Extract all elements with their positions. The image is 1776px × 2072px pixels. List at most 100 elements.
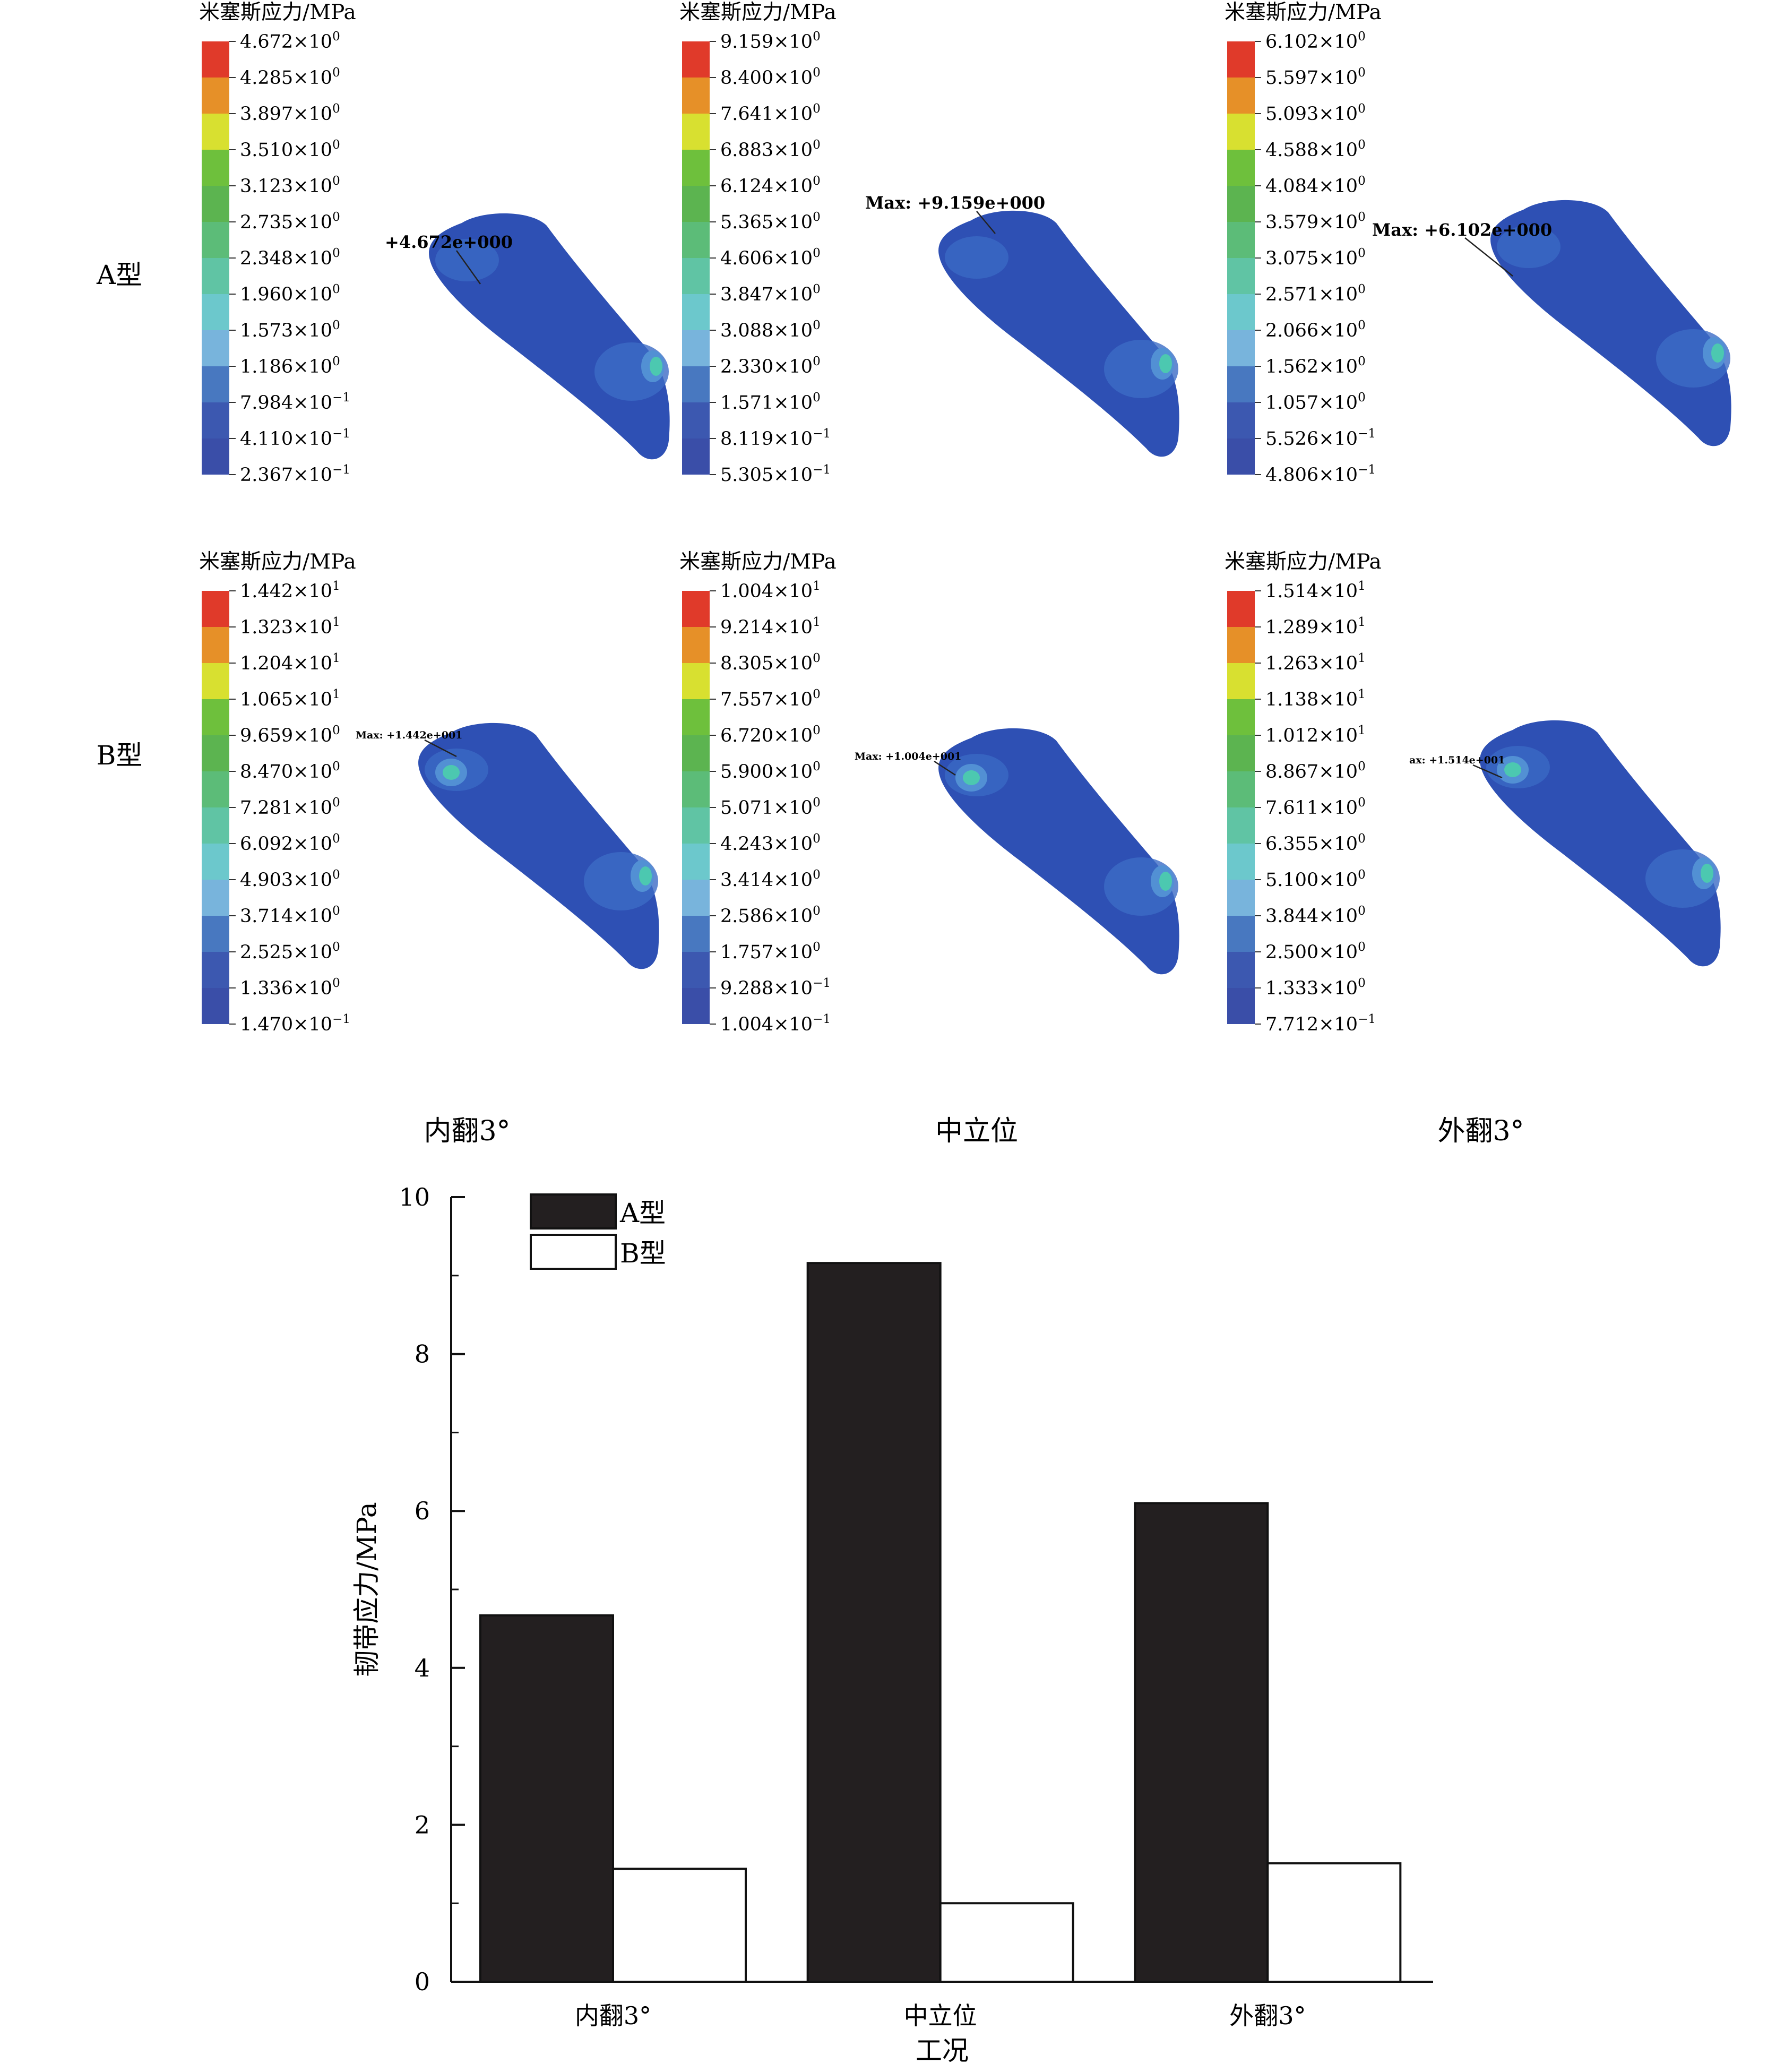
max-annotation: Max: +1.004e+001 bbox=[855, 751, 961, 762]
colorbar-title: 米塞斯应力/MPa bbox=[679, 550, 837, 574]
mesh-zone bbox=[945, 236, 1008, 279]
y-tick-label: 10 bbox=[399, 1183, 430, 1211]
condition-label: 外翻3° bbox=[1437, 1115, 1524, 1147]
colorbar-swatch bbox=[682, 222, 710, 258]
colorbar-swatch bbox=[1227, 916, 1255, 952]
colorbar-tick-label: 6.092×100 bbox=[240, 832, 340, 855]
legend-swatch bbox=[530, 1234, 617, 1270]
colorbar-tick-label: 5.093×100 bbox=[1265, 102, 1366, 125]
panel-a-valgus: 米塞斯应力/MPa 6.102×100 5.597×100 5.093×100 4.58… bbox=[1225, 1, 1731, 486]
annotation-leader bbox=[934, 760, 956, 776]
colorbar-tick-label: 1.204×101 bbox=[240, 651, 340, 674]
fem-mesh bbox=[938, 728, 1179, 975]
colorbar-tick-label: 2.367×10−1 bbox=[240, 463, 350, 486]
colorbar-tick-label: 1.012×101 bbox=[1265, 724, 1366, 746]
x-tick-label: 外翻3° bbox=[1229, 2001, 1306, 2030]
fem-mesh bbox=[1480, 720, 1721, 967]
colorbar-swatch bbox=[202, 916, 229, 952]
colorbar-tick-label: 8.867×100 bbox=[1265, 760, 1366, 783]
colorbar-tick-label: 3.844×100 bbox=[1265, 904, 1366, 927]
colorbar-tick-label: 5.597×100 bbox=[1265, 66, 1366, 89]
colorbar-tick-label: 2.735×100 bbox=[240, 210, 340, 233]
legend-label: A型 bbox=[619, 1198, 666, 1228]
colorbar-swatch bbox=[1227, 366, 1255, 402]
annotation-leader bbox=[976, 211, 996, 234]
colorbar-swatch bbox=[1227, 402, 1255, 439]
colorbar-tick-label: 9.159×100 bbox=[720, 30, 821, 53]
colorbar-tick-label: 3.579×100 bbox=[1265, 210, 1366, 233]
colorbar-tick-label: 1.323×101 bbox=[240, 615, 340, 638]
colorbar-swatch bbox=[1227, 735, 1255, 771]
colorbar-swatch bbox=[1227, 627, 1255, 663]
colorbar-swatch bbox=[1227, 114, 1255, 150]
colorbar-swatch bbox=[682, 258, 710, 294]
bar-b bbox=[1266, 1862, 1402, 1983]
colorbar-tick-label: 8.400×100 bbox=[720, 66, 821, 89]
colorbar-tick-label: 1.514×101 bbox=[1265, 579, 1366, 602]
colorbar-swatch bbox=[1227, 41, 1255, 78]
y-axis-label: 韧带应力/MPa bbox=[351, 1502, 382, 1676]
colorbar-tick-label: 3.088×100 bbox=[720, 319, 821, 341]
stress-hotspot bbox=[650, 357, 662, 376]
colorbar-tick-label: 3.123×100 bbox=[240, 174, 340, 197]
colorbar-swatch bbox=[1227, 952, 1255, 988]
colorbar-swatch bbox=[682, 916, 710, 952]
colorbar-tick-label: 8.470×100 bbox=[240, 760, 340, 783]
row-label: B型 bbox=[97, 740, 143, 771]
colorbar-tick-label: 1.562×100 bbox=[1265, 355, 1366, 377]
colorbar-swatch bbox=[682, 591, 710, 627]
colorbar-tick-label: 6.124×100 bbox=[720, 174, 821, 197]
colorbar-swatch bbox=[1227, 330, 1255, 366]
colorbar-swatch bbox=[682, 186, 710, 222]
colorbar-tick-label: 9.214×101 bbox=[720, 615, 821, 638]
colorbar-swatch bbox=[202, 114, 229, 150]
annotation-leader bbox=[1464, 237, 1513, 277]
x-tick-label: 内翻3° bbox=[575, 2001, 651, 2030]
colorbar-tick-label: 1.333×100 bbox=[1265, 976, 1366, 999]
colorbar-tick-label: 4.285×100 bbox=[240, 66, 340, 89]
colorbar-swatch bbox=[682, 699, 710, 735]
colorbar-tick-label: 2.586×100 bbox=[720, 904, 821, 927]
colorbar-tick-label: 1.960×100 bbox=[240, 282, 340, 305]
colorbar-swatch bbox=[1227, 663, 1255, 699]
colorbar-swatch bbox=[1227, 807, 1255, 844]
colorbar-tick-label: 2.066×100 bbox=[1265, 319, 1366, 341]
condition-label: 中立位 bbox=[935, 1115, 1018, 1147]
colorbar-tick-label: 1.336×100 bbox=[240, 976, 340, 999]
y-tick-label: 4 bbox=[415, 1654, 430, 1682]
colorbar-swatch bbox=[1227, 844, 1255, 880]
colorbar-tick-label: 1.757×100 bbox=[720, 940, 821, 963]
colorbar-tick-label: 5.071×100 bbox=[720, 796, 821, 819]
colorbar-swatch bbox=[202, 222, 229, 258]
stress-hotspot bbox=[1159, 872, 1172, 891]
colorbar-tick-label: 8.119×10−1 bbox=[720, 427, 831, 450]
fem-mesh bbox=[938, 210, 1179, 457]
bar-a bbox=[479, 1614, 614, 1983]
colorbar-tick-label: 1.065×101 bbox=[240, 687, 340, 710]
colorbar-tick-label: 2.571×100 bbox=[1265, 282, 1366, 305]
colorbar-tick-label: 3.847×100 bbox=[720, 282, 821, 305]
y-tick-label: 8 bbox=[415, 1340, 430, 1369]
colorbar-swatch bbox=[682, 114, 710, 150]
max-annotation: ax: +1.514e+001 bbox=[1409, 754, 1505, 766]
max-annotation: Max: +1.442e+001 bbox=[356, 729, 462, 741]
colorbar-swatch bbox=[1227, 294, 1255, 330]
colorbar-swatch bbox=[1227, 150, 1255, 186]
colorbar-tick-label: 4.903×100 bbox=[240, 868, 340, 891]
colorbar-tick-label: 3.075×100 bbox=[1265, 246, 1366, 269]
colorbar-swatch bbox=[202, 186, 229, 222]
colorbar-swatch bbox=[202, 771, 229, 807]
colorbar-tick-label: 4.110×10−1 bbox=[240, 427, 350, 450]
stress-hotspot bbox=[639, 866, 652, 885]
colorbar-title: 米塞斯应力/MPa bbox=[1225, 1, 1382, 24]
colorbar-tick-label: 5.100×100 bbox=[1265, 868, 1366, 891]
x-axis-label: 工况 bbox=[916, 2035, 969, 2066]
colorbar-swatch bbox=[682, 41, 710, 78]
colorbar-swatch bbox=[1227, 699, 1255, 735]
colorbar-tick-label: 2.500×100 bbox=[1265, 940, 1366, 963]
condition-label: 内翻3° bbox=[424, 1115, 510, 1147]
colorbar-swatch bbox=[202, 844, 229, 880]
colorbar-tick-label: 1.057×100 bbox=[1265, 391, 1366, 414]
y-tick-label: 2 bbox=[415, 1810, 430, 1839]
colorbar-title: 米塞斯应力/MPa bbox=[1225, 550, 1382, 574]
